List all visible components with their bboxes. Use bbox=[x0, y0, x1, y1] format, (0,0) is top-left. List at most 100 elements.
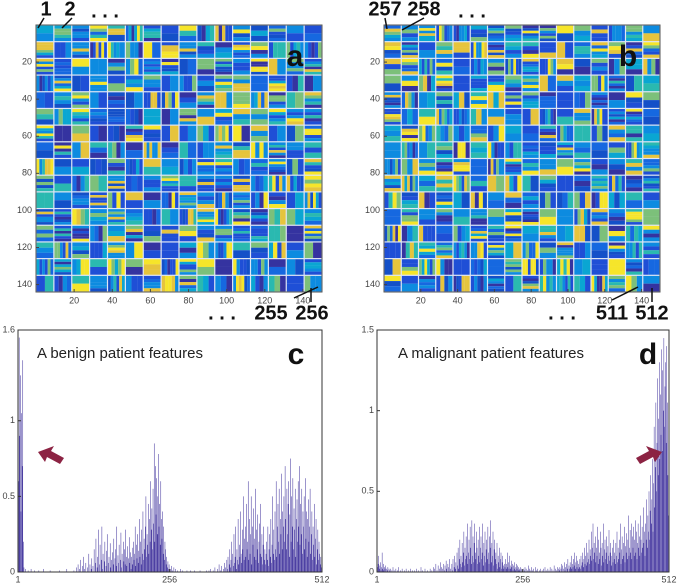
tile-stripe bbox=[125, 175, 132, 192]
bar bbox=[165, 564, 167, 572]
tile-stripe bbox=[161, 75, 171, 92]
tile-stripe bbox=[295, 259, 304, 275]
tile-stripe bbox=[419, 159, 436, 163]
tile-stripe bbox=[401, 131, 418, 136]
tile-stripe bbox=[557, 247, 574, 251]
tile-stripe bbox=[470, 236, 487, 239]
tile-stripe bbox=[179, 102, 197, 108]
tile-stripe bbox=[591, 186, 608, 189]
tile-stripe bbox=[143, 25, 161, 29]
tile-stripe bbox=[563, 125, 567, 142]
tile-stripe bbox=[125, 192, 143, 201]
tile-stripe bbox=[488, 75, 505, 79]
tile-stripe bbox=[47, 159, 51, 175]
tile-stripe bbox=[461, 275, 465, 292]
tile-stripe bbox=[448, 125, 453, 142]
x-tick-label: 1 bbox=[374, 574, 379, 584]
tile-stripe bbox=[539, 33, 556, 36]
tile-stripe bbox=[304, 66, 322, 70]
tile-stripe bbox=[215, 142, 233, 146]
tile-stripe bbox=[125, 79, 143, 84]
tile-stripe bbox=[215, 148, 233, 152]
tile-stripe bbox=[246, 259, 250, 275]
tile-stripe bbox=[505, 161, 522, 165]
tile-stripe bbox=[594, 275, 597, 292]
tile-stripe bbox=[233, 75, 250, 80]
tile-stripe bbox=[233, 125, 242, 142]
tile-stripe bbox=[170, 209, 179, 225]
tile-stripe bbox=[461, 25, 465, 42]
tile-stripe bbox=[384, 192, 389, 208]
tile-stripe bbox=[626, 209, 643, 212]
tile-stripe bbox=[223, 209, 227, 225]
tile-stripe bbox=[161, 48, 179, 52]
tile-stripe bbox=[36, 44, 54, 48]
tile-stripe bbox=[251, 66, 268, 70]
tile-stripe bbox=[453, 52, 470, 58]
tile-stripe bbox=[233, 159, 239, 175]
tile-stripe bbox=[574, 66, 591, 75]
tile-stripe bbox=[304, 242, 314, 259]
tile-stripe bbox=[549, 275, 553, 292]
tile-stripe bbox=[54, 159, 72, 167]
tile-stripe bbox=[436, 165, 453, 169]
tile-stripe bbox=[493, 92, 499, 108]
annotation: 511 bbox=[596, 302, 628, 324]
tile-stripe bbox=[286, 225, 304, 234]
tile-stripe bbox=[286, 71, 304, 75]
tile-stripe bbox=[539, 247, 556, 253]
tile-stripe bbox=[522, 286, 539, 289]
bar bbox=[263, 526, 264, 572]
tile-stripe bbox=[187, 209, 191, 225]
tile-stripe bbox=[304, 175, 322, 180]
tile-stripe bbox=[615, 175, 619, 192]
tile-stripe bbox=[419, 209, 436, 215]
tile-stripe bbox=[608, 192, 615, 208]
bar bbox=[97, 556, 98, 572]
tile-stripe bbox=[522, 42, 539, 47]
tile-stripe bbox=[229, 209, 233, 225]
tile-stripe bbox=[47, 75, 51, 92]
bar bbox=[142, 511, 144, 572]
tile-stripe bbox=[147, 92, 151, 108]
tile-stripe bbox=[112, 192, 117, 208]
tile-stripe bbox=[552, 259, 556, 275]
tile-stripe bbox=[574, 125, 583, 142]
tile-stripe bbox=[401, 29, 418, 34]
y-tick-label: 0.5 bbox=[361, 486, 374, 496]
tile-stripe bbox=[90, 202, 107, 206]
tile-stripe bbox=[286, 159, 293, 175]
tile-stripe bbox=[591, 164, 608, 170]
tile-stripe bbox=[619, 58, 625, 75]
tile-stripe bbox=[93, 42, 96, 58]
tile-stripe bbox=[470, 81, 487, 85]
tile-stripe bbox=[488, 283, 505, 287]
tile-stripe bbox=[304, 162, 322, 166]
bar bbox=[168, 564, 170, 572]
tile-stripe bbox=[505, 133, 522, 142]
tile-stripe bbox=[197, 159, 215, 163]
tile-stripe bbox=[72, 98, 90, 102]
bar bbox=[139, 556, 141, 572]
tile-stripe bbox=[251, 212, 268, 216]
bar bbox=[137, 562, 139, 572]
tile-stripe bbox=[423, 225, 428, 242]
tile-stripe bbox=[585, 225, 591, 242]
tile-stripe bbox=[557, 245, 574, 248]
tile-stripe bbox=[539, 242, 556, 248]
tile-stripe bbox=[281, 42, 286, 58]
tile-stripe bbox=[543, 275, 547, 292]
tile-stripe bbox=[90, 195, 107, 198]
tile-stripe bbox=[404, 175, 408, 192]
tile-stripe bbox=[72, 34, 90, 38]
tile-stripe bbox=[304, 187, 322, 192]
tile-stripe bbox=[197, 222, 215, 225]
tile-stripe bbox=[108, 121, 125, 125]
tile-stripe bbox=[522, 222, 539, 225]
tile-stripe bbox=[187, 125, 197, 142]
bar bbox=[289, 514, 291, 572]
bar bbox=[167, 561, 169, 572]
tile-stripe bbox=[522, 278, 539, 282]
tile-stripe bbox=[505, 221, 522, 225]
